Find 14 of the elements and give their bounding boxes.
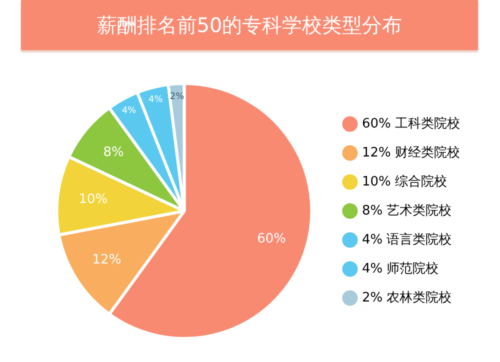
legend-label: 8% 艺术类院校 <box>362 203 452 218</box>
legend-label: 10% 综合院校 <box>362 174 448 190</box>
legend-label: 12% 财经类院校 <box>362 145 460 160</box>
data-label: 4% <box>148 95 164 106</box>
data-label: 4% <box>122 106 137 116</box>
data-label: 10% <box>78 192 108 207</box>
data-label: 12% <box>92 252 122 268</box>
data-label: 60% <box>257 232 286 247</box>
legend-label: 4% 师范院校 <box>362 261 439 276</box>
legend-label: 4% 语言类院校 <box>362 231 452 248</box>
chart-title: 薪酬排名前50的专科学校类型分布 <box>21 0 478 50</box>
legend-label: 2% 农林类院校 <box>362 290 452 306</box>
legend-label: 60% 工科类院校 <box>362 116 460 132</box>
data-label: 8% <box>103 144 124 160</box>
